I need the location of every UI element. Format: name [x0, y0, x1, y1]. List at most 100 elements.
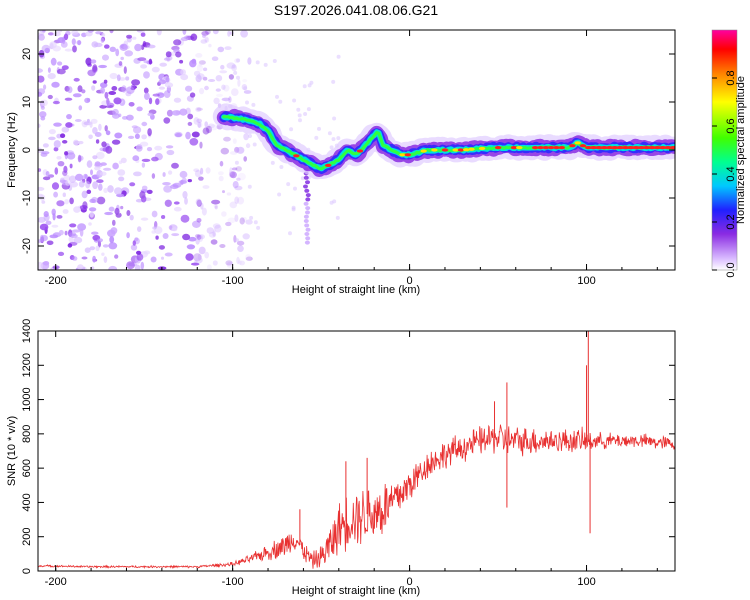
spectrogram-x-tick-label: 100 — [577, 275, 595, 287]
colorbar-ticks: 0.0 0.2 0.4 0.6 0.8 — [712, 70, 737, 278]
spectrogram-noise-blob — [234, 214, 239, 222]
spectrogram-noise-blob — [141, 121, 148, 127]
snr-y-axis-title: SNR (10 * v/v) — [6, 416, 18, 486]
spectrogram-noise-blob — [199, 87, 205, 95]
spectrogram-noise-blob — [226, 261, 234, 268]
spectrogram-noise-blob — [64, 151, 69, 156]
spectrogram-noise-blob — [180, 74, 189, 81]
snr-y-tick-label: 600 — [21, 459, 33, 477]
spectrogram-plot-area — [38, 30, 675, 270]
snr-y-tick-label: 1400 — [21, 319, 33, 343]
spectrogram-noise-blob — [103, 79, 108, 84]
spectrogram-noise-blob — [67, 243, 73, 248]
spectrogram-noise-blob — [92, 181, 98, 190]
spectrogram-noise-blob — [204, 121, 208, 128]
spectrogram-noise-blob — [79, 228, 84, 237]
spectrogram-noise-blob — [213, 203, 218, 209]
spectrogram-noise-blob — [249, 215, 254, 220]
spectrogram-noise-blob — [182, 191, 188, 199]
spectrogram-noise-blob — [218, 175, 224, 182]
spectrogram-noise-blob — [234, 196, 240, 204]
spectrogram-noise-blob — [194, 170, 202, 178]
spectrogram-noise-blob — [72, 45, 77, 53]
spectrogram-noise-blob — [134, 43, 142, 52]
spectrogram-noise-blob — [42, 176, 51, 181]
spectrogram-noise-blob — [251, 102, 256, 107]
spectrogram-tail-blob — [303, 201, 309, 206]
spectrogram-noise-blob — [147, 128, 152, 137]
spectrogram-noise-blob — [104, 91, 109, 99]
spectrogram-noise-blob — [288, 231, 292, 236]
spectrogram-noise-blob — [77, 154, 82, 163]
spectrogram-noise-blob — [91, 231, 99, 235]
spectrogram-noise-blob — [152, 226, 157, 230]
spectrogram-noise-blob — [120, 205, 124, 210]
spectrogram-noise-blob — [90, 59, 97, 64]
spectrogram-noise-blob — [120, 157, 127, 164]
spectrogram-noise-blob — [83, 173, 88, 179]
spectrogram-noise-blob — [329, 200, 334, 205]
spectrogram-noise-blob — [72, 93, 82, 98]
spectrogram-noise-blob — [60, 133, 66, 138]
spectrogram-noise-blob — [69, 197, 74, 205]
spectrogram-noise-blob — [77, 40, 81, 46]
spectrogram-y-tick-label: 10 — [21, 96, 33, 108]
spectrogram-ridge-peak — [510, 146, 518, 150]
spectrogram-y-axis-title: Frequency (Hz) — [6, 112, 18, 188]
spectrogram-noise-blob — [211, 199, 221, 205]
spectrogram-noise-blob — [85, 57, 92, 66]
spectrogram-tail-blob — [303, 184, 308, 189]
spectrogram-noise-blob — [82, 201, 88, 209]
spectrogram-noise-blob — [161, 215, 166, 219]
spectrogram-noise-blob — [99, 171, 107, 176]
spectrogram-noise-blob — [101, 33, 106, 37]
spectrogram-noise-blob — [111, 86, 118, 91]
spectrogram-noise-blob — [143, 71, 150, 79]
spectrogram-noise-blob — [171, 233, 180, 237]
spectrogram-noise-blob — [228, 96, 232, 103]
spectrogram-noise-blob — [98, 64, 107, 69]
spectrogram-noise-blob — [61, 126, 70, 133]
spectrogram-noise-blob — [186, 244, 196, 250]
spectrogram-noise-blob — [187, 113, 194, 120]
spectrogram-noise-blob — [143, 87, 149, 94]
spectrogram-noise-blob — [47, 67, 51, 73]
spectrogram-noise-blob — [200, 202, 204, 210]
spectrogram-noise-blob — [157, 92, 165, 98]
snr-x-tick-label: 0 — [407, 576, 413, 588]
spectrogram-noise-blob — [196, 118, 202, 124]
spectrogram-ridge-peak — [441, 148, 449, 152]
spectrogram-noise-blob — [38, 123, 41, 128]
spectrogram-noise-blob — [147, 112, 153, 117]
spectrogram-noise-blob — [164, 252, 173, 257]
spectrogram-noise-blob — [182, 30, 187, 35]
snr-y-tick-label: 0 — [21, 568, 33, 574]
spectrogram-noise-blob — [234, 185, 243, 191]
spectrogram-noise-blob — [164, 82, 174, 88]
spectrogram-noise-blob — [53, 191, 58, 198]
spectrogram-noise-blob — [235, 238, 239, 243]
colorbar: 0.0 0.2 0.4 0.6 0.8 Normalized spectral ampl… — [711, 29, 747, 278]
spectrogram-noise-blob — [219, 160, 224, 167]
spectrogram-noise-blob — [107, 185, 114, 193]
spectrogram-noise-blob — [240, 30, 248, 38]
spectrogram-noise-blob — [115, 48, 120, 57]
spectrogram-noise-blob — [126, 261, 135, 270]
spectrogram-noise-blob — [84, 247, 91, 253]
spectrogram-noise-blob — [180, 36, 189, 42]
spectrogram-noise-blob — [40, 116, 46, 121]
spectrogram-noise-blob — [108, 206, 115, 212]
spectrogram-noise-blob — [64, 97, 73, 101]
spectrogram-noise-blob — [200, 167, 204, 175]
spectrogram-noise-blob — [47, 94, 53, 100]
spectrogram-noise-blob — [125, 114, 134, 121]
spectrogram-noise-blob — [291, 207, 296, 212]
spectrogram-noise-blob — [77, 85, 83, 93]
spectrogram-noise-blob — [41, 44, 51, 53]
spectrogram-noise-blob — [56, 215, 63, 219]
snr-series-line — [38, 424, 675, 569]
spectrogram-noise-blob — [48, 129, 56, 135]
spectrogram-noise-blob — [109, 30, 114, 34]
